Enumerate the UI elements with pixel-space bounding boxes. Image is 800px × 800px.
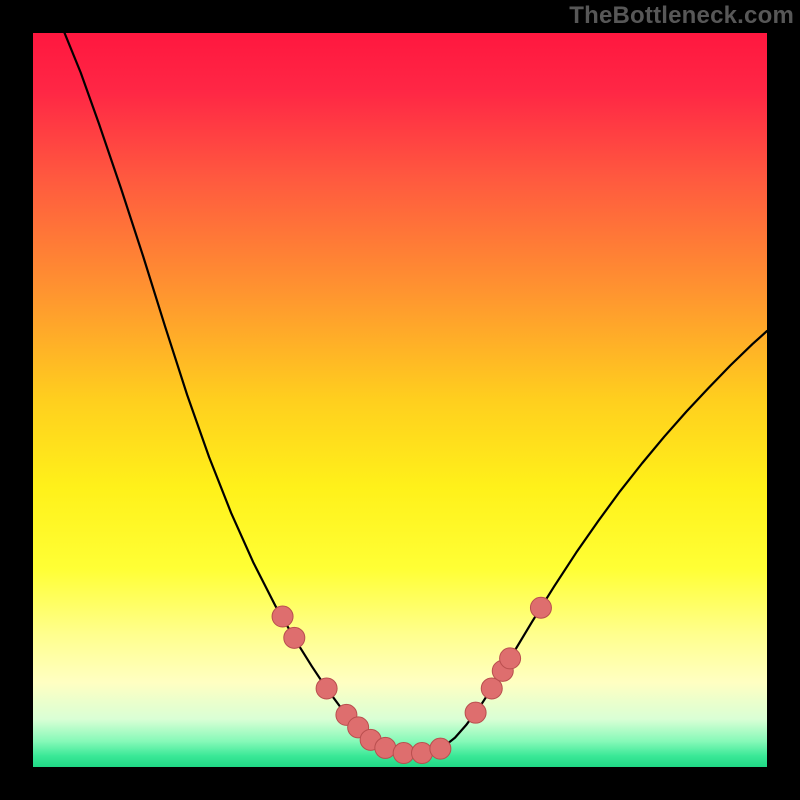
- curve-marker: [375, 737, 396, 758]
- curve-marker: [316, 678, 337, 699]
- plot-area: [33, 33, 767, 767]
- curve-marker: [530, 597, 551, 618]
- plot-svg: [33, 33, 767, 767]
- curve-marker: [465, 702, 486, 723]
- curve-marker: [412, 743, 433, 764]
- curve-marker: [272, 606, 293, 627]
- curve-marker: [430, 738, 451, 759]
- curve-marker: [284, 627, 305, 648]
- gradient-background: [33, 33, 767, 767]
- curve-marker: [500, 648, 521, 669]
- figure-root: TheBottleneck.com: [0, 0, 800, 800]
- watermark-label: TheBottleneck.com: [569, 2, 794, 30]
